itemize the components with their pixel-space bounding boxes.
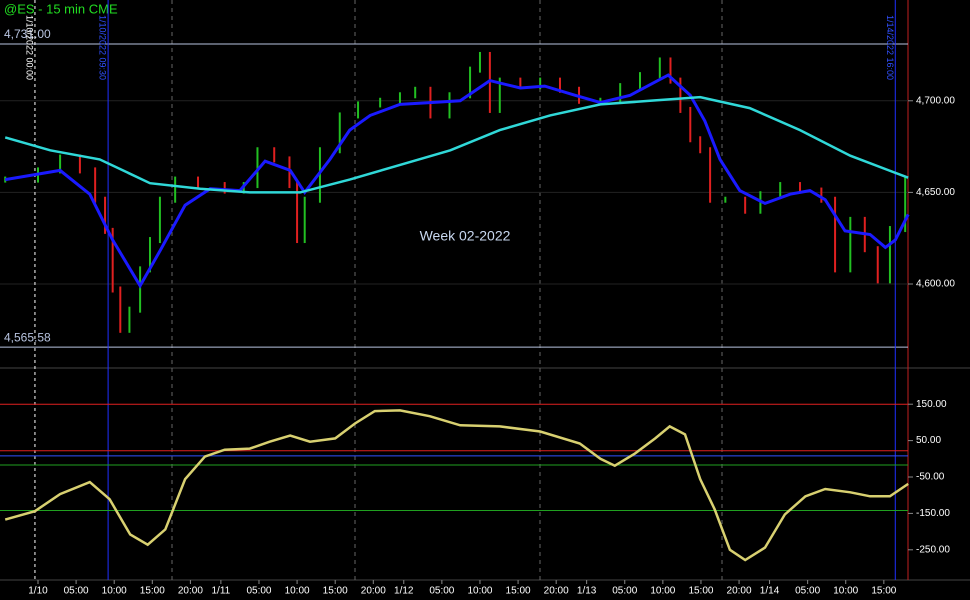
x-tick-label: 10:00	[285, 586, 310, 597]
x-tick-label: 1/12	[394, 586, 414, 597]
x-tick-label: 10:00	[102, 586, 127, 597]
y-tick-label: -250.00	[916, 544, 950, 555]
x-tick-label: 1/11	[212, 586, 231, 597]
x-tick-label: 1/10	[28, 586, 48, 597]
x-tick-label: 10:00	[467, 586, 492, 597]
y-tick-label: -150.00	[916, 508, 950, 519]
x-tick-label: 20:00	[361, 586, 386, 597]
x-tick-label: 10:00	[650, 586, 675, 597]
x-tick-label: 15:00	[323, 586, 348, 597]
series-line	[4, 95, 909, 194]
x-tick-label: 20:00	[544, 586, 569, 597]
marker-label: 1/10/2022 00:00	[25, 15, 35, 80]
x-tick-label: 15:00	[871, 586, 896, 597]
x-tick-label: 1/13	[577, 586, 597, 597]
x-tick-label: 10:00	[833, 586, 858, 597]
y-tick-label: 150.00	[916, 399, 947, 410]
y-tick-label: 4,600.00	[916, 279, 955, 290]
y-tick-label: 50.00	[916, 435, 941, 446]
level-label: 4,731.00	[4, 27, 51, 41]
series-line	[4, 409, 909, 562]
x-tick-label: 05:00	[612, 586, 637, 597]
level-label: 4,565.58	[4, 330, 51, 344]
x-tick-label: 20:00	[178, 586, 203, 597]
x-tick-label: 05:00	[64, 586, 89, 597]
x-tick-label: 15:00	[688, 586, 713, 597]
chart-title: @ES - 15 min CME	[4, 1, 118, 16]
x-tick-label: 05:00	[429, 586, 454, 597]
series-line	[4, 73, 910, 289]
marker-label: 1/14/2022 16:00	[885, 15, 895, 80]
x-tick-label: 15:00	[506, 586, 531, 597]
x-tick-label: 05:00	[246, 586, 271, 597]
y-tick-label: 4,700.00	[916, 95, 955, 106]
x-tick-label: 20:00	[727, 586, 752, 597]
y-tick-label: 4,650.00	[916, 187, 955, 198]
y-tick-label: -50.00	[916, 472, 945, 483]
marker-label: 1/10/2022 09:30	[98, 15, 108, 80]
x-tick-label: 15:00	[140, 586, 165, 597]
x-tick-label: 05:00	[795, 586, 820, 597]
annotation: Week 02-2022	[420, 228, 511, 244]
x-tick-label: 1/14	[760, 586, 780, 597]
